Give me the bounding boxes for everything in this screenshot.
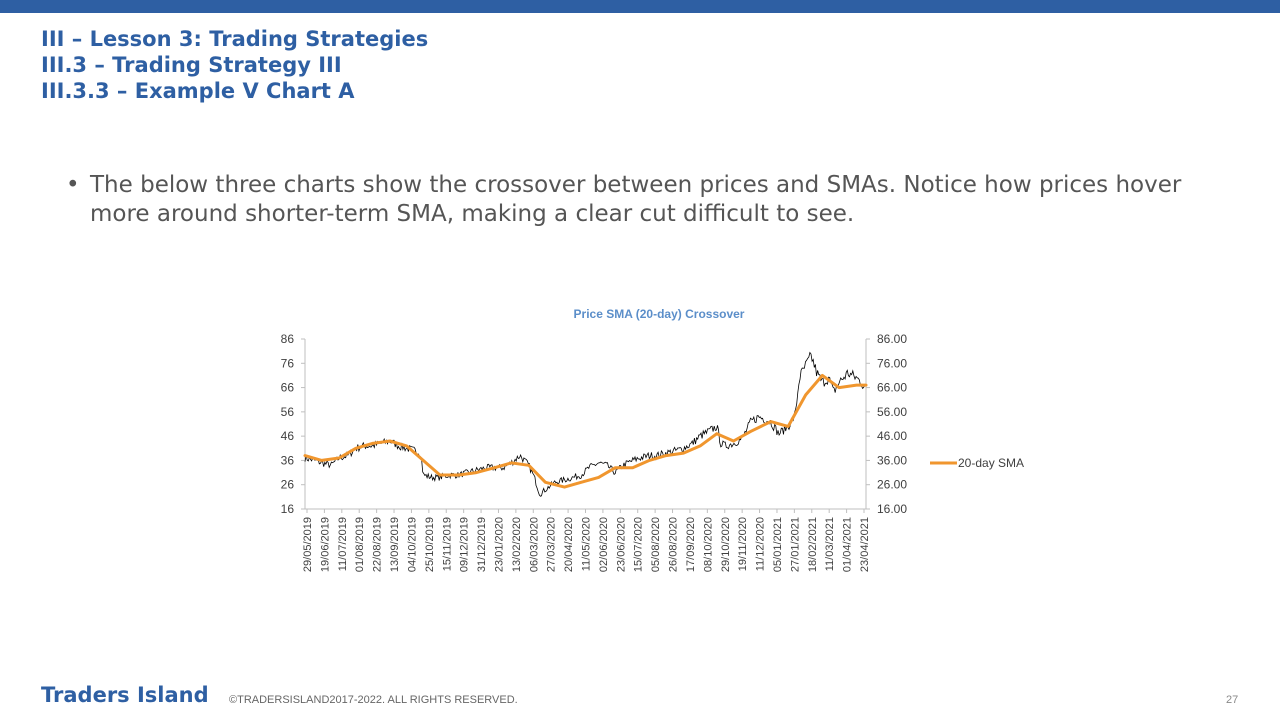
y-left-tick-label: 86 (281, 332, 295, 346)
y-left-tick-label: 16 (281, 502, 295, 516)
y-left-tick-label: 76 (281, 356, 295, 370)
y-right-tick-label: 56.00 (877, 405, 907, 419)
price-series-line (304, 351, 866, 497)
x-tick-label: 13/02/2020 (511, 517, 523, 572)
x-tick-label: 01/04/2021 (842, 517, 854, 572)
legend-label-sma: 20-day SMA (958, 456, 1024, 470)
footer-brand: Traders Island (41, 683, 209, 707)
x-tick-label: 19/11/2020 (737, 517, 749, 571)
x-tick-label: 15/07/2020 (633, 517, 645, 572)
x-tick-label: 29/05/2019 (302, 517, 314, 572)
x-tick-label: 18/02/2021 (807, 517, 819, 572)
x-tick-label: 27/03/2020 (546, 517, 558, 572)
x-tick-label: 31/12/2019 (476, 517, 488, 572)
y-right-tick-label: 66.00 (877, 381, 907, 395)
x-tick-label: 15/11/2019 (441, 517, 453, 571)
x-tick-label: 05/08/2020 (650, 517, 662, 572)
x-tick-label: 06/03/2020 (528, 517, 540, 572)
x-tick-label: 02/06/2020 (598, 517, 610, 572)
y-right-tick-label: 46.00 (877, 429, 907, 443)
heading-lesson: III – Lesson 3: Trading Strategies (41, 27, 429, 51)
y-left-tick-label: 46 (281, 429, 295, 443)
y-left-tick-label: 26 (281, 478, 295, 492)
y-right-tick-label: 36.00 (877, 453, 907, 467)
x-tick-label: 20/04/2020 (563, 517, 575, 572)
top-accent-bar (0, 0, 1280, 13)
x-tick-label: 19/06/2019 (319, 517, 331, 572)
page-number: 27 (1226, 694, 1239, 706)
x-tick-label: 22/08/2019 (372, 517, 384, 572)
x-tick-label: 26/08/2020 (668, 517, 680, 572)
y-right-tick-label: 76.00 (877, 356, 907, 370)
heading-strategy: III.3 – Trading Strategy III (41, 53, 342, 77)
x-tick-label: 05/01/2021 (772, 517, 784, 572)
y-left-tick-label: 66 (281, 381, 295, 395)
x-tick-label: 08/10/2020 (702, 517, 714, 572)
y-left-tick-label: 36 (281, 453, 295, 467)
bullet-dot: • (66, 172, 80, 198)
y-left-tick-label: 56 (281, 405, 295, 419)
y-right-tick-label: 16.00 (877, 502, 907, 516)
x-tick-label: 11/05/2020 (581, 517, 593, 571)
x-tick-label: 04/10/2019 (406, 517, 418, 572)
y-right-tick-label: 26.00 (877, 478, 907, 492)
bullet-point: • The below three charts show the crosso… (66, 171, 1216, 229)
x-tick-label: 11/07/2019 (337, 517, 349, 571)
heading-example: III.3.3 – Example V Chart A (41, 79, 355, 103)
chart-title: Price SMA (20-day) Crossover (574, 307, 745, 321)
x-tick-label: 27/01/2021 (789, 517, 801, 572)
x-tick-label: 13/09/2019 (389, 517, 401, 572)
x-tick-label: 17/09/2020 (685, 517, 697, 572)
slide-headings: III – Lesson 3: Trading Strategies III.3… (41, 26, 428, 104)
chart-plot-area (303, 351, 868, 497)
x-tick-label: 23/04/2021 (859, 517, 871, 572)
chart-legend: 20-day SMA (930, 456, 1024, 470)
x-tick-label: 11/12/2020 (755, 517, 767, 571)
x-tick-label: 09/12/2019 (459, 517, 471, 572)
x-tick-label: 29/10/2020 (720, 517, 732, 572)
x-tick-label: 23/06/2020 (615, 517, 627, 572)
x-tick-label: 25/10/2019 (424, 517, 436, 572)
sma-series-line (303, 373, 868, 489)
y-right-tick-label: 86.00 (877, 332, 907, 346)
x-tick-label: 11/03/2021 (824, 517, 836, 571)
footer-copyright: ©TRADERSISLAND2017-2022. ALL RIGHTS RESE… (229, 694, 518, 706)
bullet-text: The below three charts show the crossove… (90, 172, 1182, 227)
x-tick-label: 23/01/2020 (493, 517, 505, 572)
chart-axes: 86 86.00 76 76.00 66 66.00 56 56.00 46 46.00 36 36.… (281, 332, 908, 572)
x-tick-label: 01/08/2019 (354, 517, 366, 572)
